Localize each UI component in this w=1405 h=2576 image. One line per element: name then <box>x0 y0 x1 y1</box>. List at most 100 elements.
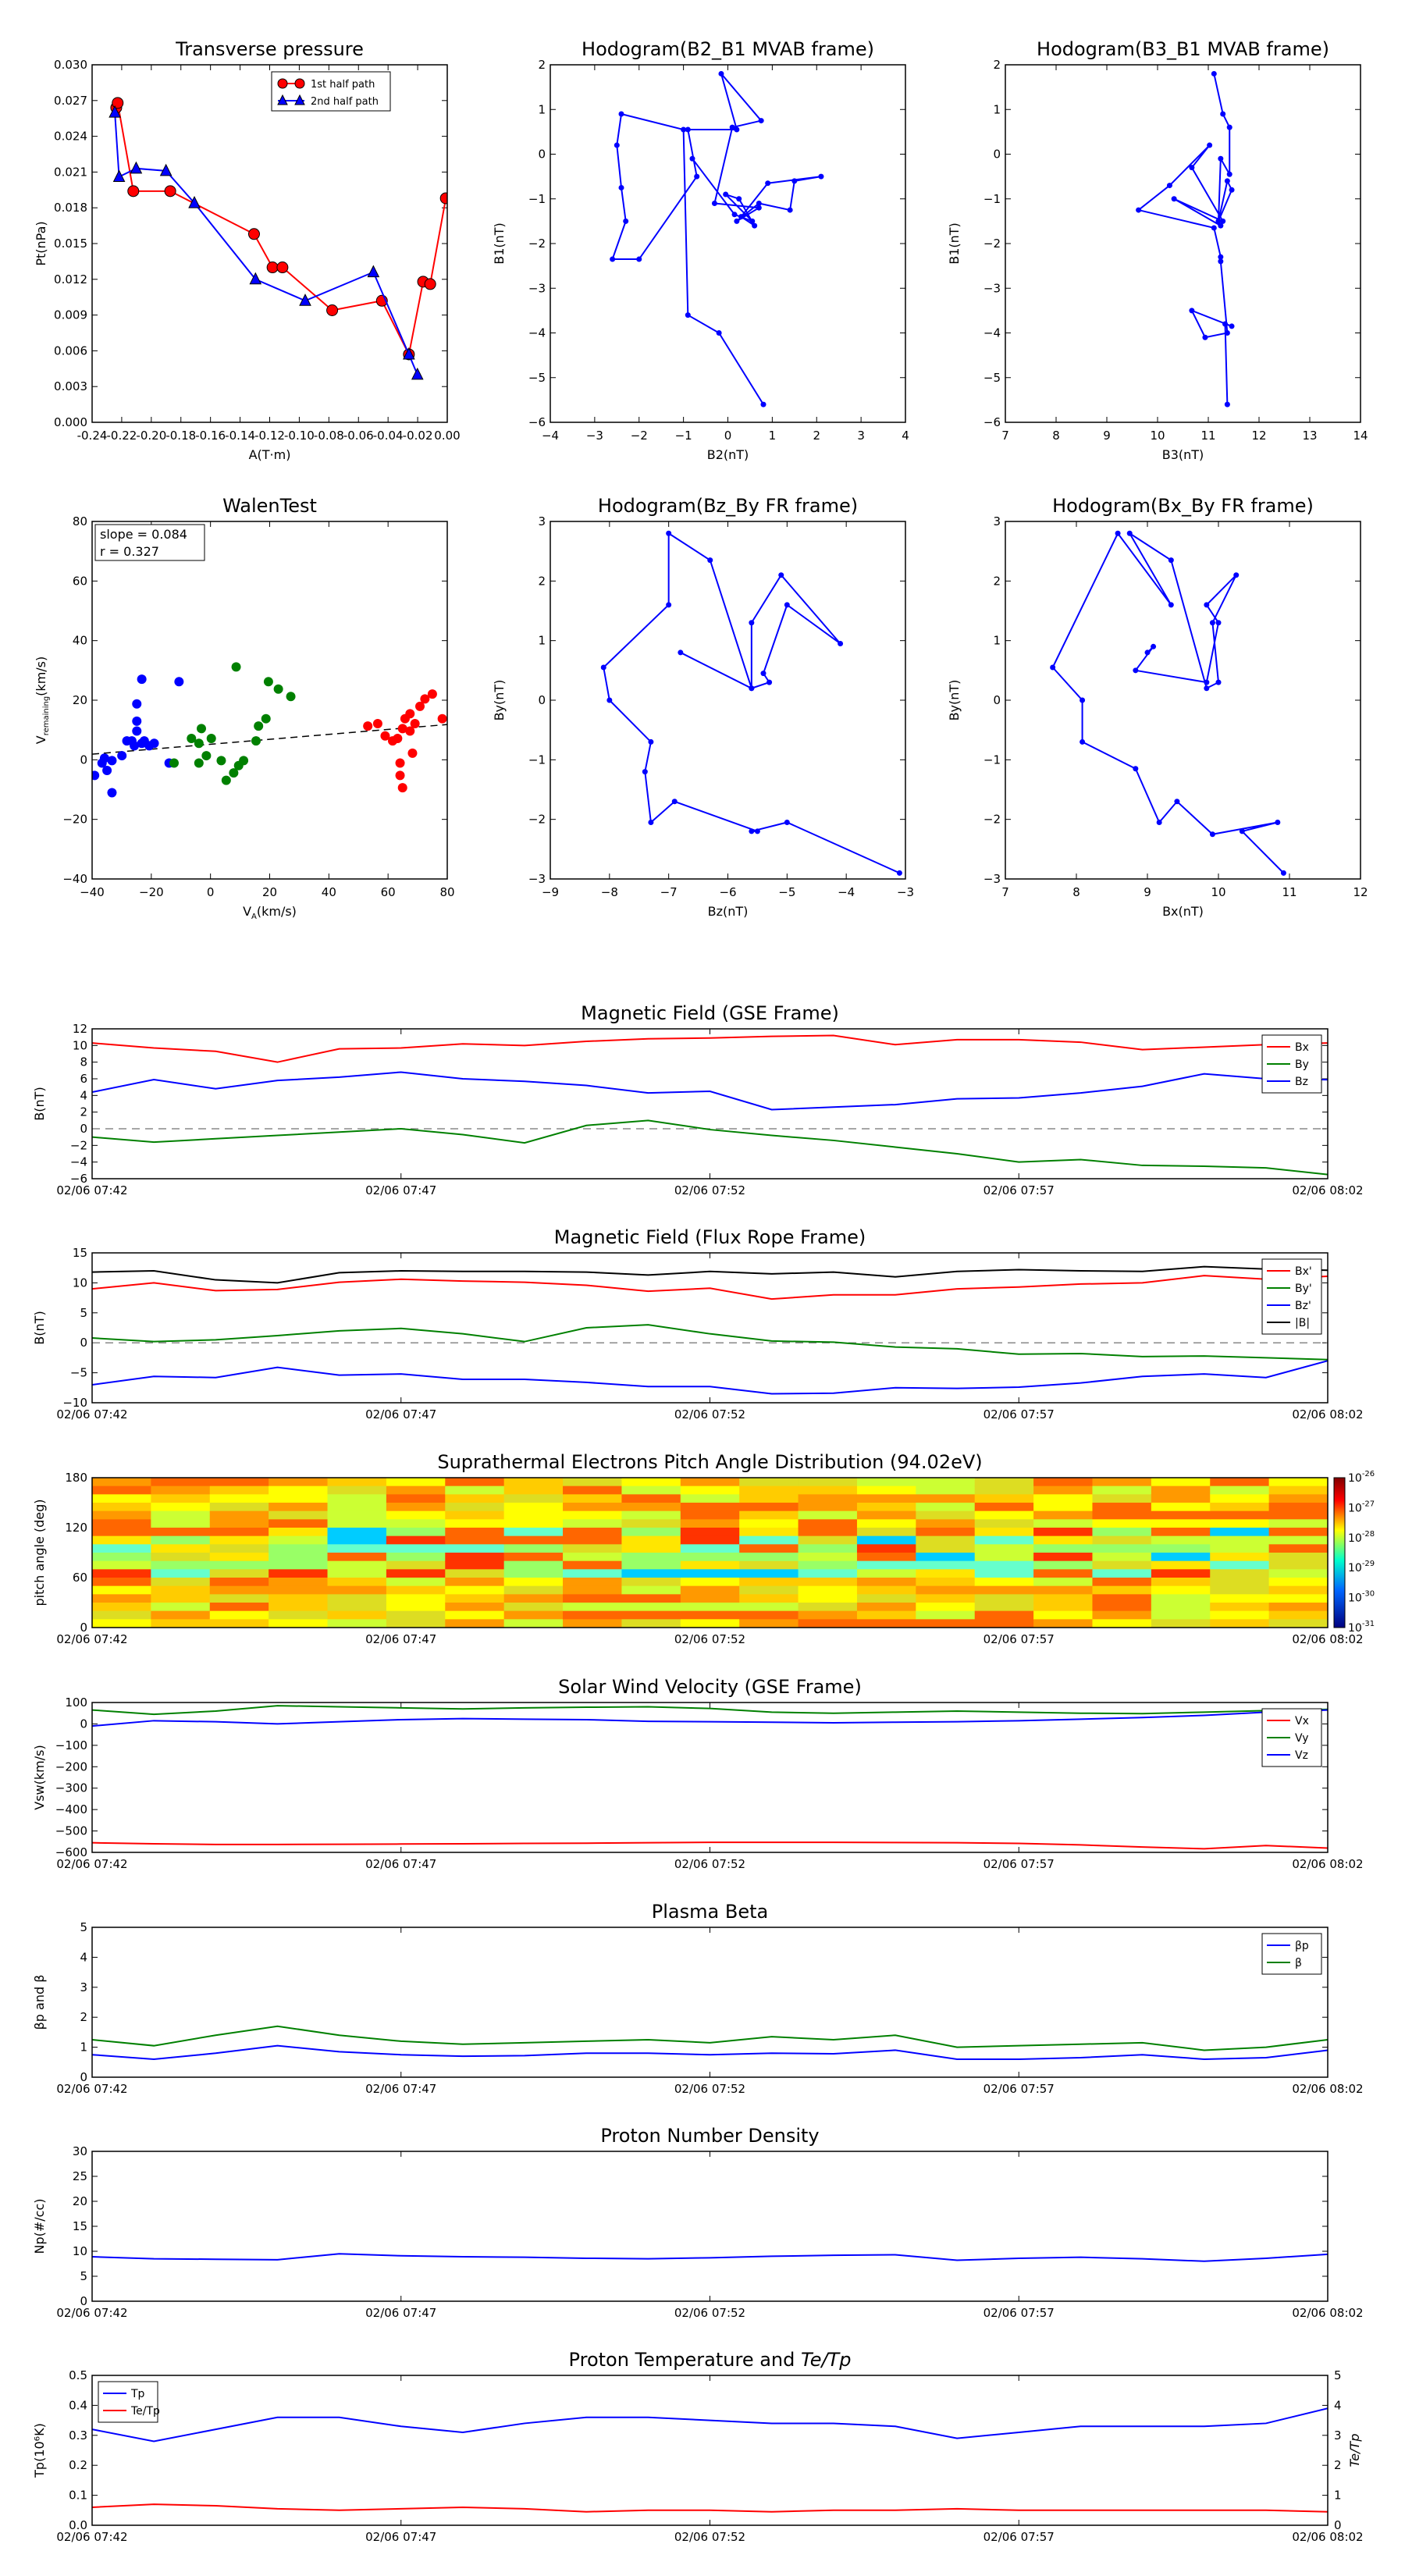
data-point <box>159 163 173 176</box>
axes-frame <box>550 64 906 423</box>
data-point <box>1050 664 1056 671</box>
data-point <box>122 736 132 746</box>
heatmap-cell <box>269 1494 329 1503</box>
series-line <box>603 532 900 874</box>
x-tick-label: 1 <box>769 429 777 443</box>
heatmap-cell <box>798 1494 858 1503</box>
panel-title: Proton Number Density <box>600 2125 819 2147</box>
heatmap-cell <box>621 1585 681 1595</box>
data-point <box>127 185 140 197</box>
data-point <box>107 756 117 766</box>
heatmap-cell <box>92 1503 151 1512</box>
data-point <box>614 142 620 148</box>
y-tick-label: −3 <box>984 281 1001 295</box>
heatmap-cell <box>92 1619 151 1628</box>
heatmap-cell <box>798 1569 858 1578</box>
heatmap-cell <box>1033 1503 1094 1512</box>
heatmap-cell <box>327 1535 387 1545</box>
heatmap-cell <box>621 1569 681 1578</box>
x-tick-label: 10 <box>1150 429 1165 443</box>
heatmap-cell <box>269 1510 329 1520</box>
data-point <box>1168 557 1174 564</box>
heatmap-cell <box>739 1619 799 1628</box>
right-y-tick-label: 4 <box>1334 2398 1342 2412</box>
data-point <box>1229 323 1235 329</box>
y-tick-label: −500 <box>55 1824 87 1838</box>
heatmap-cell <box>503 1535 564 1545</box>
y-tick-label: 0 <box>538 693 546 707</box>
heatmap-cell <box>327 1578 387 1587</box>
y-tick-label: −6 <box>984 415 1001 429</box>
heatmap-cell <box>151 1510 211 1520</box>
heatmap-cell <box>1268 1560 1328 1570</box>
y-tick-label: 80 <box>73 514 87 528</box>
heatmap-cell <box>856 1535 916 1545</box>
x-tick-label: 14 <box>1353 429 1368 443</box>
heatmap-cell <box>974 1510 1034 1520</box>
heatmap-cell <box>386 1610 446 1620</box>
heatmap-cell <box>386 1553 446 1562</box>
data-point <box>765 180 771 187</box>
y-tick-label: 0 <box>80 1336 87 1350</box>
data-point <box>787 207 793 213</box>
panel-hxy: Hodogram(Bx_By FR frame)7 8 9 10 11 12−3−2−10… <box>947 495 1368 919</box>
heatmap-cell <box>1210 1519 1270 1528</box>
heatmap-cell <box>503 1578 564 1587</box>
heatmap-cell <box>1210 1619 1270 1628</box>
y-tick-label: 15 <box>73 2219 87 2233</box>
series-line <box>611 73 822 405</box>
heatmap-cell <box>739 1503 799 1512</box>
heatmap-cell <box>386 1535 446 1545</box>
x-tick-label: -0.10 <box>284 429 315 443</box>
x-tick-label: 20 <box>262 885 277 899</box>
data-point <box>108 105 121 118</box>
y-tick-label: 0 <box>80 1122 87 1136</box>
y-tick-label: −4 <box>984 326 1001 340</box>
x-tick-label: 02/06 07:47 <box>365 2306 436 2320</box>
data-point <box>427 689 437 699</box>
heatmap-cell <box>974 1560 1034 1570</box>
heatmap-cell <box>1033 1553 1094 1562</box>
heatmap-cell <box>503 1510 564 1520</box>
data-point <box>1168 602 1174 608</box>
heatmap-cell <box>563 1544 623 1553</box>
y-tick-label: 100 <box>65 1695 87 1710</box>
legend <box>98 2381 158 2423</box>
data-point <box>600 664 606 671</box>
y-tick-label: 0 <box>993 693 1001 707</box>
heatmap-cell <box>798 1528 858 1537</box>
heatmap-cell <box>798 1619 858 1628</box>
x-tick-label: −20 <box>139 885 164 899</box>
annotation-box <box>94 524 205 561</box>
data-point <box>407 748 418 758</box>
x-tick-label: 4 <box>902 429 909 443</box>
y-tick-label: −40 <box>62 872 87 886</box>
x-tick-label: -0.18 <box>165 429 196 443</box>
heatmap-cell <box>974 1569 1034 1578</box>
series-line <box>1136 73 1233 405</box>
data-point <box>707 557 713 564</box>
x-tick-label: −4 <box>542 429 559 443</box>
heatmap-cell <box>974 1528 1034 1537</box>
heatmap-cell <box>92 1578 151 1587</box>
legend-label: Te/Tp <box>130 2405 160 2418</box>
panel-title: Hodogram(Bx_By FR frame) <box>1052 495 1314 517</box>
heatmap-cell <box>92 1585 151 1595</box>
y-tick-label: −3 <box>984 872 1001 886</box>
series-line <box>92 1360 1328 1395</box>
x-tick-label: -0.22 <box>107 429 137 443</box>
heatmap-cell <box>739 1535 799 1545</box>
heatmap-cell <box>739 1553 799 1562</box>
x-tick-label: 02/06 07:57 <box>984 2530 1055 2544</box>
axes-frame <box>91 521 448 880</box>
heatmap-cell <box>151 1560 211 1570</box>
data-point <box>1209 620 1215 626</box>
y-tick-label: 2 <box>538 58 546 72</box>
data-point <box>1202 334 1208 340</box>
legend-label: Bz <box>1295 1076 1308 1088</box>
y-tick-label: −10 <box>62 1396 87 1410</box>
heatmap-cell <box>1210 1603 1270 1612</box>
series-line <box>1051 532 1285 874</box>
heatmap-cell <box>739 1544 799 1553</box>
heatmap-cell <box>1210 1528 1270 1537</box>
